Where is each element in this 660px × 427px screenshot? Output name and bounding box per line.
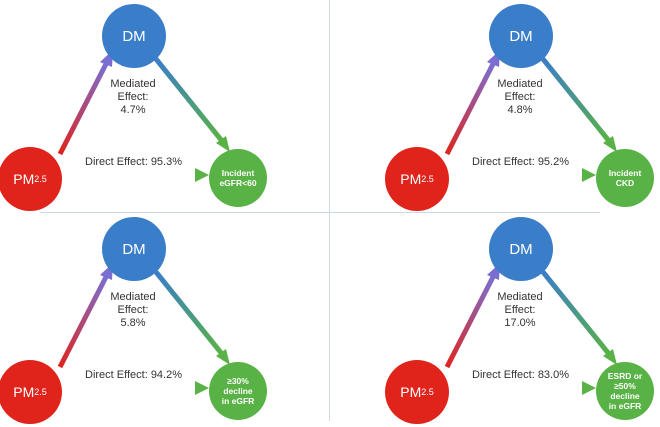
mediated-effect-text: Mediated Effect: 17.0% [497, 291, 543, 330]
exposure-subscript: 2.5 [34, 174, 47, 184]
mediated-effect-text: Mediated Effect: 4.8% [497, 78, 543, 117]
mediator-label: DM [122, 240, 146, 258]
arrows-layer [444, 50, 617, 182]
outcome-label: ≥30% decline in eGFR [221, 375, 255, 407]
mediated-effect-text: Mediated Effect: 4.7% [110, 78, 156, 117]
direct-effect-arrow [62, 168, 209, 182]
mediated-effect-text: Mediated Effect: 5.8% [110, 291, 156, 330]
direct-effect-text: Direct Effect: 94.2% [85, 369, 183, 381]
exposure-label: PM [400, 384, 422, 400]
direct-effect-arrow [449, 381, 596, 395]
direct-effect-text: Direct Effect: 95.2% [472, 156, 570, 168]
mediator-node: DM [489, 4, 553, 68]
exposure-node: PM 2.5 [0, 360, 62, 424]
outcome-label: ESRD or ≥50% decline in eGFR [607, 370, 643, 412]
exposure-subscript: 2.5 [34, 387, 47, 397]
mediator-to-outcome-arrow [541, 270, 617, 365]
exposure-subscript: 2.5 [421, 174, 434, 184]
exposure-subscript: 2.5 [421, 387, 434, 397]
mediation-panel-3: DM PM 2.5 ≥30% decline in eGFR Mediated E… [0, 217, 330, 427]
exposure-node: PM 2.5 [385, 360, 449, 424]
mediation-panel-2: DM PM 2.5 Incident CKD Mediated Effect: 4… [385, 4, 660, 214]
outcome-node: ESRD or ≥50% decline in eGFR [596, 362, 654, 420]
direct-effect-arrow [62, 381, 209, 395]
mediator-to-outcome-arrow [541, 57, 617, 152]
mediator-label: DM [122, 27, 146, 45]
outcome-label: Incident CKD [608, 167, 642, 188]
exposure-label: PM [400, 171, 422, 187]
outcome-node: Incident eGFR<60 [209, 149, 267, 207]
direct-effect-arrow [449, 168, 596, 182]
arrows-layer [57, 263, 230, 395]
mediator-label: DM [509, 27, 533, 45]
mediator-node: DM [102, 217, 166, 281]
exposure-node: PM 2.5 [385, 147, 449, 211]
mediation-panel-1: DM PM 2.5 Incident eGFR<60 Mediated Effec… [0, 4, 330, 214]
outcome-label: Incident eGFR<60 [219, 167, 257, 188]
arrows-layer [57, 50, 230, 182]
direct-effect-text: Direct Effect: 83.0% [472, 369, 570, 381]
horizontal-divider [40, 212, 600, 213]
direct-effect-text: Direct Effect: 95.3% [85, 156, 183, 168]
exposure-node: PM 2.5 [0, 147, 62, 211]
outcome-node: Incident CKD [596, 149, 654, 207]
outcome-node: ≥30% decline in eGFR [209, 362, 267, 420]
mediator-label: DM [509, 240, 533, 258]
exposure-label: PM [13, 384, 35, 400]
mediator-node: DM [102, 4, 166, 68]
exposure-label: PM [13, 171, 35, 187]
mediator-to-outcome-arrow [154, 270, 230, 365]
mediator-to-outcome-arrow [154, 57, 230, 152]
mediator-node: DM [489, 217, 553, 281]
arrows-layer [444, 263, 617, 395]
vertical-divider [329, 0, 330, 421]
mediation-panel-4: DM PM 2.5 ESRD or ≥50% decline in eGFR Me… [385, 217, 660, 427]
